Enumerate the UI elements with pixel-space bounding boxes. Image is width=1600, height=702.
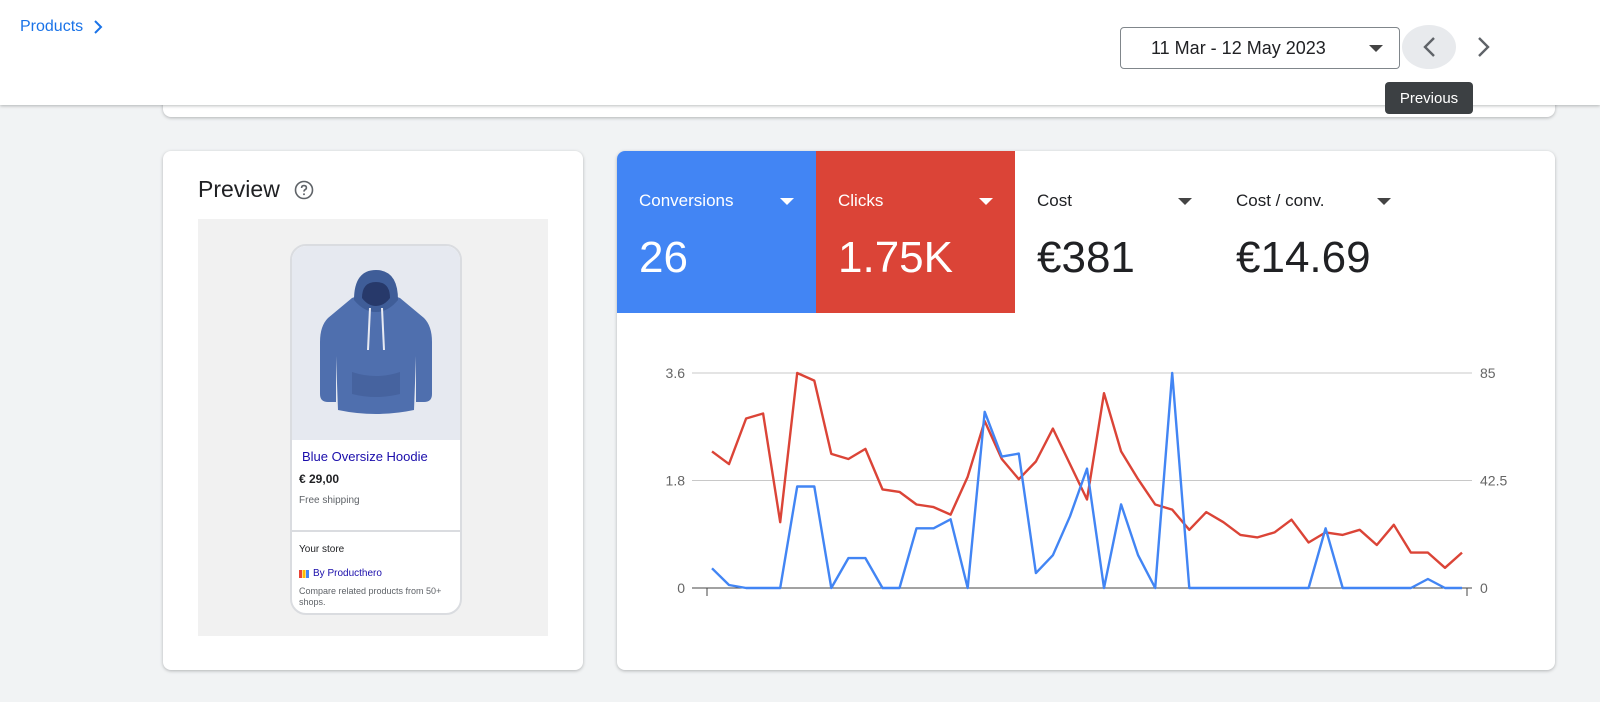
metric-cost-label: Cost (1037, 191, 1072, 210)
product-name[interactable]: Blue Oversize Hoodie (302, 449, 428, 464)
metric-clicks-value: 1.75K (838, 233, 953, 282)
dropdown-caret-icon[interactable] (1377, 197, 1391, 205)
store-label: Your store (299, 544, 345, 555)
metric-conversions[interactable]: Conversions 26 (617, 151, 816, 313)
product-shipping: Free shipping (299, 495, 360, 506)
date-range-select[interactable]: 11 Mar - 12 May 2023 (1120, 27, 1400, 69)
metric-clicks-label: Clicks (838, 191, 884, 210)
chevron-right-icon (1478, 37, 1490, 57)
metric-conversions-value: 26 (639, 233, 688, 282)
next-period-button[interactable] (1462, 25, 1506, 69)
breadcrumb[interactable]: Products (20, 18, 103, 36)
store-by-text: By Producthero (313, 568, 382, 579)
phone-mockup: Blue Oversize Hoodie € 29,00 Free shippi… (290, 244, 462, 615)
date-range-value: 11 Mar - 12 May 2023 (1151, 37, 1326, 58)
help-icon[interactable] (294, 180, 314, 200)
metric-clicks[interactable]: Clicks 1.75K (816, 151, 1015, 313)
right-axis-tick-label: 85 (1480, 365, 1496, 381)
dropdown-caret-icon[interactable] (979, 197, 993, 205)
ad-preview-area: Blue Oversize Hoodie € 29,00 Free shippi… (198, 219, 548, 636)
chevron-right-icon (94, 20, 103, 34)
line-chart: 0 0 1.8 42.5 3.6 85 (617, 313, 1555, 670)
product-image (292, 246, 460, 440)
breadcrumb-products-link[interactable]: Products (20, 18, 84, 35)
left-axis-tick-label: 3.6 (666, 365, 686, 381)
left-axis-tick-label: 0 (677, 580, 685, 596)
metric-cost-per-conversion-value: €14.69 (1236, 233, 1371, 282)
previous-tooltip: Previous (1385, 82, 1473, 114)
left-axis-tick-label: 1.8 (666, 473, 686, 489)
dropdown-caret-icon (1369, 44, 1383, 52)
right-axis-tick-label: 0 (1480, 580, 1488, 596)
dropdown-caret-icon[interactable] (1178, 197, 1192, 205)
phone-divider (292, 530, 460, 532)
product-price: € 29,00 (299, 472, 340, 486)
dropdown-caret-icon[interactable] (780, 197, 794, 205)
conversions-series-line (711, 371, 1462, 590)
clicks-series-line (711, 371, 1463, 570)
top-bar: Products 11 Mar - 12 May 2023 (0, 0, 1600, 105)
metric-cost-header: Cost (1037, 191, 1192, 211)
previous-period-button[interactable] (1402, 25, 1456, 69)
metric-conversions-header: Conversions (639, 191, 794, 211)
metric-cost-per-conversion[interactable]: Cost / conv. €14.69 (1214, 151, 1413, 313)
metric-clicks-header: Clicks (838, 191, 993, 211)
line-chart-svg: 0 0 1.8 42.5 3.6 85 (666, 365, 1507, 596)
performance-card: Conversions 26 Clicks 1.75K Cost €381 Co… (617, 151, 1555, 670)
metric-cost-value: €381 (1037, 233, 1135, 282)
chevron-left-icon (1423, 37, 1435, 57)
metric-cost-per-conversion-header: Cost / conv. (1236, 191, 1391, 211)
hoodie-icon (320, 270, 432, 414)
metric-cost[interactable]: Cost €381 (1015, 151, 1214, 313)
preview-header: Preview (198, 176, 314, 203)
preview-title: Preview (198, 176, 280, 202)
metric-cost-per-conversion-label: Cost / conv. (1236, 191, 1325, 210)
store-compare-text: Compare related products from 50+ shops. (299, 586, 442, 607)
metric-conversions-label: Conversions (639, 191, 734, 210)
right-axis-tick-label: 42.5 (1480, 473, 1507, 489)
producthero-logo-icon (299, 569, 309, 578)
preview-card: Preview Blue Oversize Hoodie € 29,00 Fre… (163, 151, 583, 670)
store-by-link[interactable]: By Producthero (299, 568, 382, 579)
